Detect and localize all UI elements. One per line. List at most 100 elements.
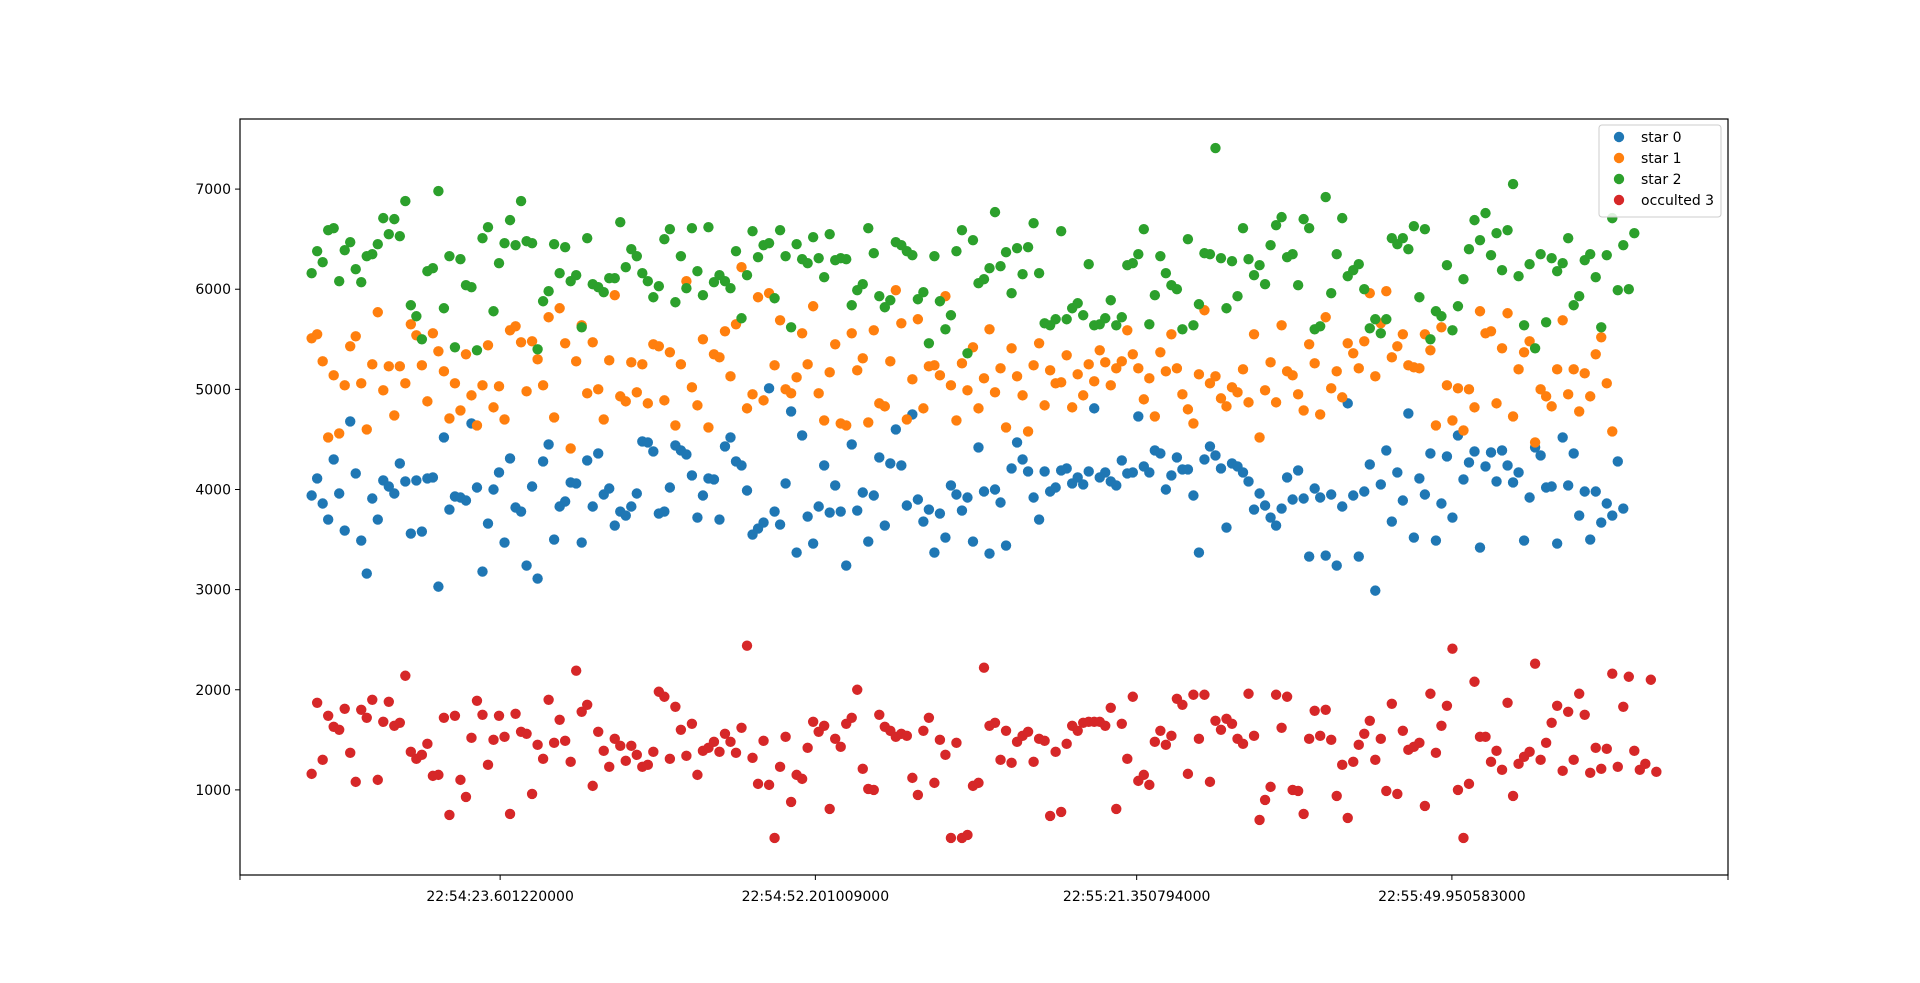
data-point <box>686 718 698 729</box>
data-point <box>339 525 350 536</box>
data-point <box>846 439 857 450</box>
data-point <box>1601 249 1612 261</box>
data-point <box>1116 718 1127 729</box>
data-point <box>945 480 957 491</box>
data-point <box>951 245 962 257</box>
data-point <box>1259 794 1271 806</box>
data-point <box>1491 398 1502 409</box>
data-point <box>449 710 461 721</box>
data-point <box>405 746 417 758</box>
data-point <box>1364 715 1375 726</box>
data-point <box>455 253 466 265</box>
data-point <box>587 780 598 792</box>
data-point <box>1281 472 1293 483</box>
data-point <box>1100 313 1111 324</box>
data-point <box>1535 248 1546 260</box>
data-point <box>769 832 780 844</box>
data-point <box>1166 329 1177 340</box>
data-point <box>725 432 736 443</box>
data-point <box>631 250 642 262</box>
data-point <box>460 791 472 803</box>
data-point <box>1381 785 1392 797</box>
y-tick-label: 5000 <box>195 382 231 398</box>
y-tick-label: 6000 <box>195 282 231 298</box>
data-point <box>593 448 604 459</box>
data-point <box>532 573 543 584</box>
data-point <box>1518 347 1530 358</box>
data-point <box>1392 467 1403 478</box>
data-points <box>306 142 1662 844</box>
data-point <box>1359 728 1370 740</box>
data-point <box>868 247 879 259</box>
data-point <box>488 306 499 317</box>
y-axis: 1000 2000 3000 4000 5000 6000 7000 <box>195 182 240 799</box>
data-point <box>1337 212 1348 224</box>
data-point <box>576 322 587 333</box>
data-point <box>1177 699 1188 710</box>
data-point <box>1055 225 1067 237</box>
data-point <box>637 359 648 370</box>
data-point <box>334 488 345 499</box>
data-point <box>1237 222 1249 234</box>
data-point <box>389 213 400 225</box>
data-point <box>802 511 813 522</box>
data-point <box>1386 352 1398 363</box>
data-point <box>1574 406 1585 417</box>
data-point <box>907 374 918 385</box>
data-point <box>686 382 698 393</box>
data-point <box>692 769 703 781</box>
data-point <box>1033 338 1045 349</box>
data-point <box>1215 724 1227 736</box>
data-point <box>1430 420 1442 431</box>
data-point <box>626 501 637 512</box>
data-point <box>433 346 444 357</box>
data-point <box>1000 725 1012 737</box>
data-point <box>1612 761 1623 773</box>
data-point <box>1507 477 1519 488</box>
data-point <box>1370 754 1381 766</box>
data-point <box>830 480 841 491</box>
data-point <box>1474 234 1486 246</box>
data-point <box>951 737 962 749</box>
data-point <box>1149 290 1161 301</box>
data-point <box>1397 329 1409 340</box>
data-point <box>1320 191 1331 203</box>
data-point <box>317 356 328 367</box>
data-point <box>372 514 383 525</box>
data-point <box>361 424 372 435</box>
data-point <box>378 385 389 396</box>
data-point <box>1353 551 1364 562</box>
data-point <box>785 322 797 333</box>
data-point <box>1331 366 1342 377</box>
data-point <box>956 224 968 236</box>
data-point <box>1254 259 1265 271</box>
data-point <box>1188 490 1199 501</box>
data-point <box>1469 446 1480 457</box>
data-point <box>1469 402 1480 413</box>
data-point <box>460 495 472 506</box>
data-point <box>1491 745 1502 757</box>
data-point <box>1204 378 1216 389</box>
data-point <box>1033 268 1045 279</box>
data-point <box>1188 689 1199 700</box>
series-0-points <box>306 383 1629 596</box>
data-point <box>1331 790 1342 802</box>
data-point <box>609 273 620 284</box>
data-point <box>1629 745 1640 757</box>
data-point <box>532 739 543 751</box>
data-point <box>780 731 791 743</box>
data-point <box>1017 269 1028 280</box>
data-point <box>1463 243 1475 255</box>
data-point <box>874 452 885 463</box>
data-point <box>356 535 367 546</box>
data-point <box>1017 390 1028 401</box>
data-point <box>1348 348 1359 359</box>
y-tick-label: 1000 <box>195 783 231 799</box>
data-point <box>719 326 731 337</box>
data-point <box>1072 298 1083 309</box>
data-point <box>714 514 725 525</box>
data-point <box>1028 492 1039 503</box>
data-point <box>1546 252 1557 264</box>
data-point <box>367 248 378 260</box>
data-point <box>311 697 323 708</box>
